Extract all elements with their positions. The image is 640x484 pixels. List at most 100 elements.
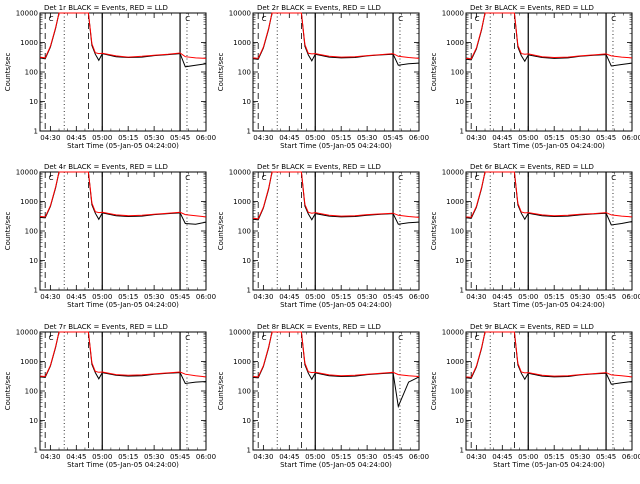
x-tick-label: 06:00 [622, 134, 640, 142]
x-tick-label: 04:30 [40, 453, 60, 461]
series-events-line [252, 331, 420, 409]
x-tick-label: 05:30 [357, 134, 377, 142]
x-tick-label: 05:30 [357, 453, 377, 461]
plot-frame [465, 331, 633, 451]
x-tick-label: 04:30 [253, 453, 273, 461]
y-tick-label: 1 [247, 128, 251, 136]
panel-title: Det 2r BLACK = Events, RED = LLD [257, 4, 381, 12]
x-tick-label: 05:45 [596, 134, 616, 142]
series-events-line [252, 12, 420, 66]
x-axis-label: Start Time (05-Jan-05 04:24:00) [280, 301, 392, 309]
plot-frame [39, 331, 207, 451]
x-tick-label: 04:45 [492, 293, 512, 301]
x-axis-label: Start Time (05-Jan-05 04:24:00) [280, 142, 392, 150]
x-tick-label: 04:30 [40, 293, 60, 301]
plot-frame [39, 171, 207, 291]
x-tick-label: 05:00 [305, 453, 325, 461]
x-tick-label: 05:30 [357, 293, 377, 301]
x-tick-label: 04:30 [253, 293, 273, 301]
y-tick-label: 100 [238, 388, 251, 396]
series-events-line [465, 12, 633, 67]
x-tick-label: 04:30 [253, 134, 273, 142]
x-tick-label: 06:00 [196, 293, 216, 301]
y-tick-label: 1000 [20, 198, 38, 206]
x-tick-label: 05:45 [170, 453, 190, 461]
x-tick-label: 05:00 [518, 293, 538, 301]
panel-title: Det 7r BLACK = Events, RED = LLD [44, 323, 168, 331]
x-tick-label: 04:45 [279, 453, 299, 461]
panel-title: Det 1r BLACK = Events, RED = LLD [44, 4, 168, 12]
y-tick-label: 1 [34, 128, 38, 136]
y-tick-label: 10 [455, 98, 464, 106]
y-tick-label: 1 [34, 287, 38, 295]
y-tick-label: 100 [25, 388, 38, 396]
x-tick-label: 06:00 [622, 293, 640, 301]
y-tick-label: 100 [238, 69, 251, 77]
x-axis-label: Start Time (05-Jan-05 04:24:00) [493, 142, 605, 150]
x-tick-label: 05:00 [518, 134, 538, 142]
x-tick-label: 05:00 [92, 453, 112, 461]
y-tick-label: 1000 [233, 198, 251, 206]
x-tick-label: 05:15 [331, 134, 351, 142]
detector-panel-5: Det 5r BLACK = Events, RED = LLD 1 10 100 10… [217, 163, 429, 309]
series-events-line [39, 171, 207, 225]
series-events-line [465, 331, 633, 385]
x-tick-label: 05:30 [144, 453, 164, 461]
y-tick-label: 1000 [446, 198, 464, 206]
y-tick-label: 10000 [16, 169, 38, 177]
detector-panel-1: Det 1r BLACK = Events, RED = LLD 1 10 100 10… [4, 4, 216, 150]
y-tick-label: 1 [460, 128, 464, 136]
x-tick-label: 04:45 [279, 134, 299, 142]
legend-marker-right: C [398, 174, 403, 182]
y-axis-label: Counts/sec [4, 372, 12, 411]
x-tick-label: 05:15 [118, 134, 138, 142]
x-tick-label: 04:45 [66, 134, 86, 142]
x-tick-label: 05:30 [144, 134, 164, 142]
x-tick-label: 05:15 [331, 453, 351, 461]
x-tick-label: 05:30 [570, 453, 590, 461]
y-axis-label: Counts/sec [430, 372, 438, 411]
y-tick-label: 10 [29, 98, 38, 106]
plot-frame [465, 12, 633, 132]
legend-marker-right: C [398, 334, 403, 342]
series-lld-line [252, 331, 420, 378]
x-axis-label: Start Time (05-Jan-05 04:24:00) [67, 142, 179, 150]
series-events-line [39, 12, 207, 68]
legend-marker-left: C [49, 15, 54, 23]
detector-panel-9: Det 9r BLACK = Events, RED = LLD 1 10 100 10… [430, 323, 640, 469]
x-tick-label: 05:45 [170, 134, 190, 142]
x-tick-label: 04:45 [492, 453, 512, 461]
x-axis-label: Start Time (05-Jan-05 04:24:00) [67, 301, 179, 309]
legend-marker-right: C [398, 15, 403, 23]
x-axis-label: Start Time (05-Jan-05 04:24:00) [67, 461, 179, 469]
detector-panel-2: Det 2r BLACK = Events, RED = LLD 1 10 100 10… [217, 4, 429, 150]
x-tick-label: 05:15 [544, 293, 564, 301]
y-tick-label: 10 [242, 98, 251, 106]
plot-frame [252, 12, 420, 132]
y-tick-label: 100 [451, 388, 464, 396]
x-tick-label: 04:45 [279, 293, 299, 301]
y-axis-label: Counts/sec [217, 212, 225, 251]
panel-title: Det 9r BLACK = Events, RED = LLD [470, 323, 594, 331]
legend-marker-left: C [262, 334, 267, 342]
x-tick-label: 05:00 [518, 453, 538, 461]
series-events-line [39, 331, 207, 385]
y-tick-label: 1 [247, 287, 251, 295]
x-tick-label: 06:00 [622, 453, 640, 461]
detector-panel-6: Det 6r BLACK = Events, RED = LLD 1 10 100 10… [430, 163, 640, 309]
x-tick-label: 05:15 [331, 293, 351, 301]
y-tick-label: 10000 [229, 10, 251, 18]
series-lld-line [39, 12, 207, 59]
x-axis-label: Start Time (05-Jan-05 04:24:00) [280, 461, 392, 469]
series-lld-line [465, 331, 633, 378]
y-tick-label: 10 [455, 417, 464, 425]
legend-marker-left: C [262, 174, 267, 182]
y-tick-label: 10000 [442, 329, 464, 337]
x-tick-label: 05:15 [118, 293, 138, 301]
series-lld-line [465, 171, 633, 218]
x-tick-label: 05:45 [383, 134, 403, 142]
y-tick-label: 1000 [20, 39, 38, 47]
legend-marker-right: C [185, 15, 190, 23]
x-tick-label: 05:15 [118, 453, 138, 461]
series-lld-line [252, 171, 420, 220]
